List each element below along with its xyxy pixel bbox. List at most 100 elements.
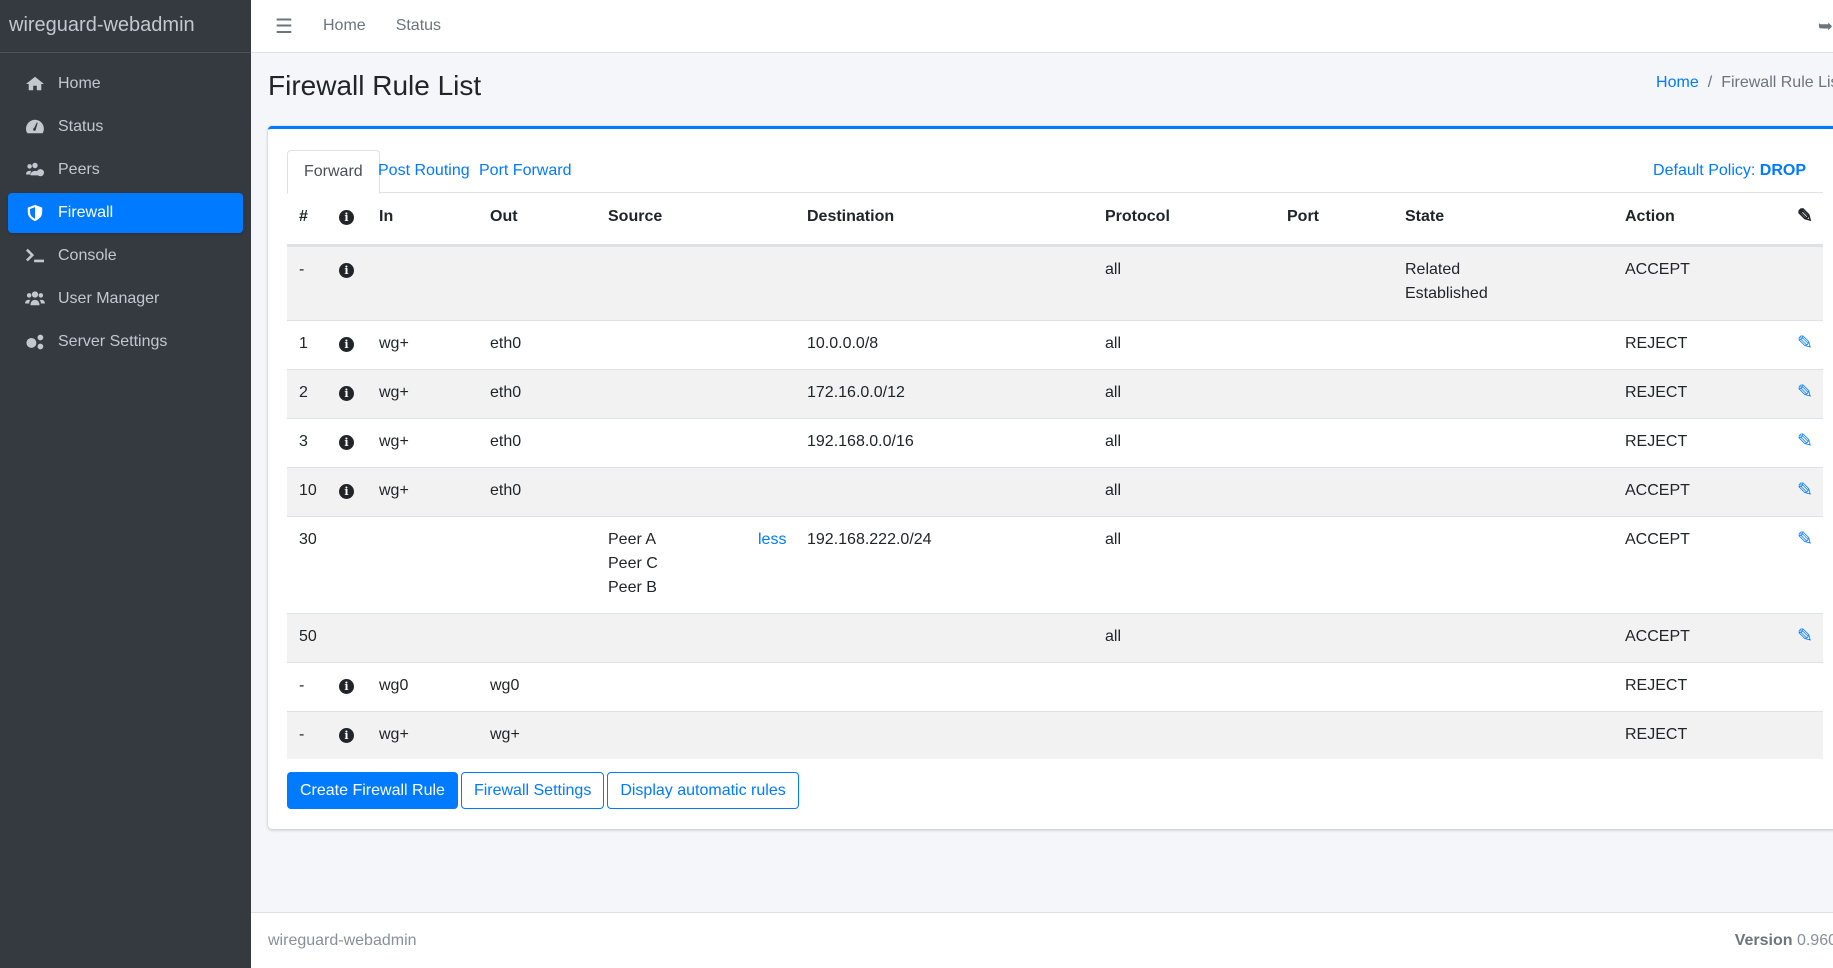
column-header[interactable]: Action xyxy=(1625,208,1675,225)
out-interface: eth0 xyxy=(490,482,522,499)
info-icon[interactable]: i xyxy=(339,435,354,450)
edit-icon[interactable]: ✎ xyxy=(1797,480,1813,501)
column-header[interactable]: Source xyxy=(608,208,663,225)
sidebar-item-label: Status xyxy=(58,118,104,135)
table-row[interactable]: 2 i wg+ eth0 172.16.0.0/12 all REJECT ✎ xyxy=(287,369,1823,418)
tabs: Forward Post Routing Port Forward Defaul… xyxy=(287,150,1823,194)
sidebar-item-server-settings[interactable]: Server Settings xyxy=(8,322,243,362)
topbar-status-link[interactable]: Status xyxy=(395,17,442,34)
cogs-icon xyxy=(26,334,44,350)
protocol: all xyxy=(1105,433,1122,450)
protocol: all xyxy=(1105,628,1122,645)
sidebar-item-label: Peers xyxy=(58,161,100,178)
edit-icon[interactable]: ✎ xyxy=(1797,529,1813,550)
edit-icon[interactable]: ✎ xyxy=(1797,431,1813,452)
sidebar-item-home[interactable]: Home xyxy=(8,64,243,104)
source-peer: Peer B xyxy=(608,579,657,596)
edit-icon[interactable]: ✎ xyxy=(1797,333,1813,354)
default-policy[interactable]: Default Policy: DROP xyxy=(1653,150,1806,192)
footer-brand: wireguard-webadmin xyxy=(268,932,417,949)
table-row[interactable]: 1 i wg+ eth0 10.0.0.0/8 all REJECT ✎ xyxy=(287,320,1823,369)
action: REJECT xyxy=(1625,433,1688,450)
info-icon[interactable]: i xyxy=(339,263,354,278)
version-label: Version xyxy=(1734,932,1793,949)
footer-version: Version 0.960 xyxy=(1735,932,1833,950)
column-header[interactable]: State xyxy=(1405,208,1445,225)
version-value: 0.960 xyxy=(1796,932,1833,949)
edit-icon[interactable]: ✎ xyxy=(1797,382,1813,403)
users-icon xyxy=(25,291,45,306)
column-header[interactable]: Port xyxy=(1287,208,1319,225)
in-interface: wg+ xyxy=(379,384,409,401)
destination: 192.168.222.0/24 xyxy=(807,531,932,548)
firewall-card: Forward Post Routing Port Forward Defaul… xyxy=(268,126,1833,829)
rule-number: - xyxy=(299,677,305,694)
topbar-home-link[interactable]: Home xyxy=(323,17,366,34)
table-row[interactable]: 50 all ACCEPT ✎ xyxy=(287,613,1823,662)
sidebar-nav: Home Status Peers Firewall Console User Manag… xyxy=(0,53,251,362)
tab-port-forward[interactable]: Port Forward xyxy=(479,162,572,179)
table-row[interactable]: 10 i wg+ eth0 all ACCEPT ✎ xyxy=(287,467,1823,516)
table-row[interactable]: 30 Peer A Peer C Peer B less 192.168.222.0/24… xyxy=(287,516,1823,613)
action: REJECT xyxy=(1625,726,1688,743)
column-header[interactable]: Protocol xyxy=(1105,208,1170,225)
table-row[interactable]: 3 i wg+ eth0 192.168.0.0/16 all REJECT ✎ xyxy=(287,418,1823,467)
info-icon[interactable]: i xyxy=(339,728,354,743)
sign-out-icon[interactable]: ➥ xyxy=(1817,16,1833,36)
state: Related Established xyxy=(1405,258,1488,306)
protocol: all xyxy=(1105,261,1122,278)
firewall-settings-button[interactable]: Firewall Settings xyxy=(460,772,605,809)
rule-number: 30 xyxy=(299,531,317,548)
table-row[interactable]: - i all Related Established ACCEPT xyxy=(287,246,1823,320)
sidebar-item-firewall[interactable]: Firewall xyxy=(8,193,243,233)
in-interface: wg+ xyxy=(379,726,409,743)
edit-icon[interactable]: ✎ xyxy=(1797,206,1813,227)
column-header[interactable]: In xyxy=(379,208,394,225)
table-row[interactable]: - i wg0 wg0 REJECT xyxy=(287,662,1823,711)
info-icon[interactable]: i xyxy=(339,386,354,401)
tab-forward[interactable]: Forward xyxy=(287,150,380,194)
users-cog-icon xyxy=(26,162,44,177)
sidebar-item-user-manager[interactable]: User Manager xyxy=(8,279,243,319)
sidebar-item-label: Home xyxy=(58,75,101,92)
rule-number: 3 xyxy=(299,433,308,450)
sidebar-item-console[interactable]: Console xyxy=(8,236,243,276)
column-header[interactable]: Out xyxy=(490,208,518,225)
sidebar-item-label: Console xyxy=(58,247,117,264)
column-header[interactable]: Destination xyxy=(807,208,895,225)
brand[interactable]: wireguard-webadmin xyxy=(0,0,251,53)
terminal-icon xyxy=(26,248,44,263)
action: REJECT xyxy=(1625,384,1688,401)
info-icon[interactable]: i xyxy=(339,484,354,499)
action: ACCEPT xyxy=(1625,628,1690,645)
action-buttons: Create Firewall Rule Firewall Settings D… xyxy=(287,772,799,809)
breadcrumb-home[interactable]: Home xyxy=(1656,74,1699,91)
destination: 10.0.0.0/8 xyxy=(807,335,879,352)
column-header[interactable]: # xyxy=(299,208,308,225)
rule-number: - xyxy=(299,726,305,743)
source-peer: Peer A xyxy=(608,531,657,548)
table-row[interactable]: - i wg+ wg+ REJECT xyxy=(287,711,1823,759)
out-interface: wg0 xyxy=(490,677,520,694)
info-icon[interactable]: i xyxy=(339,337,354,352)
out-interface: eth0 xyxy=(490,433,522,450)
sidebar-item-peers[interactable]: Peers xyxy=(8,150,243,190)
protocol: all xyxy=(1105,482,1122,499)
rule-number: 10 xyxy=(299,482,317,499)
edit-icon[interactable]: ✎ xyxy=(1797,626,1813,647)
less-link[interactable]: less xyxy=(758,531,787,548)
action: REJECT xyxy=(1625,335,1688,352)
action: ACCEPT xyxy=(1625,531,1690,548)
display-automatic-rules-button[interactable]: Display automatic rules xyxy=(607,772,799,809)
out-interface: eth0 xyxy=(490,335,522,352)
tab-post-routing[interactable]: Post Routing xyxy=(378,162,470,179)
sidebar-item-status[interactable]: Status xyxy=(8,107,243,147)
info-icon[interactable]: i xyxy=(339,679,354,694)
action: ACCEPT xyxy=(1625,261,1690,278)
rule-number: 50 xyxy=(299,628,317,645)
create-rule-button[interactable]: Create Firewall Rule xyxy=(287,772,458,809)
bars-icon[interactable]: ☰ xyxy=(275,15,293,38)
in-interface: wg+ xyxy=(379,433,409,450)
in-interface: wg+ xyxy=(379,335,409,352)
source-peer: Peer C xyxy=(608,555,658,572)
